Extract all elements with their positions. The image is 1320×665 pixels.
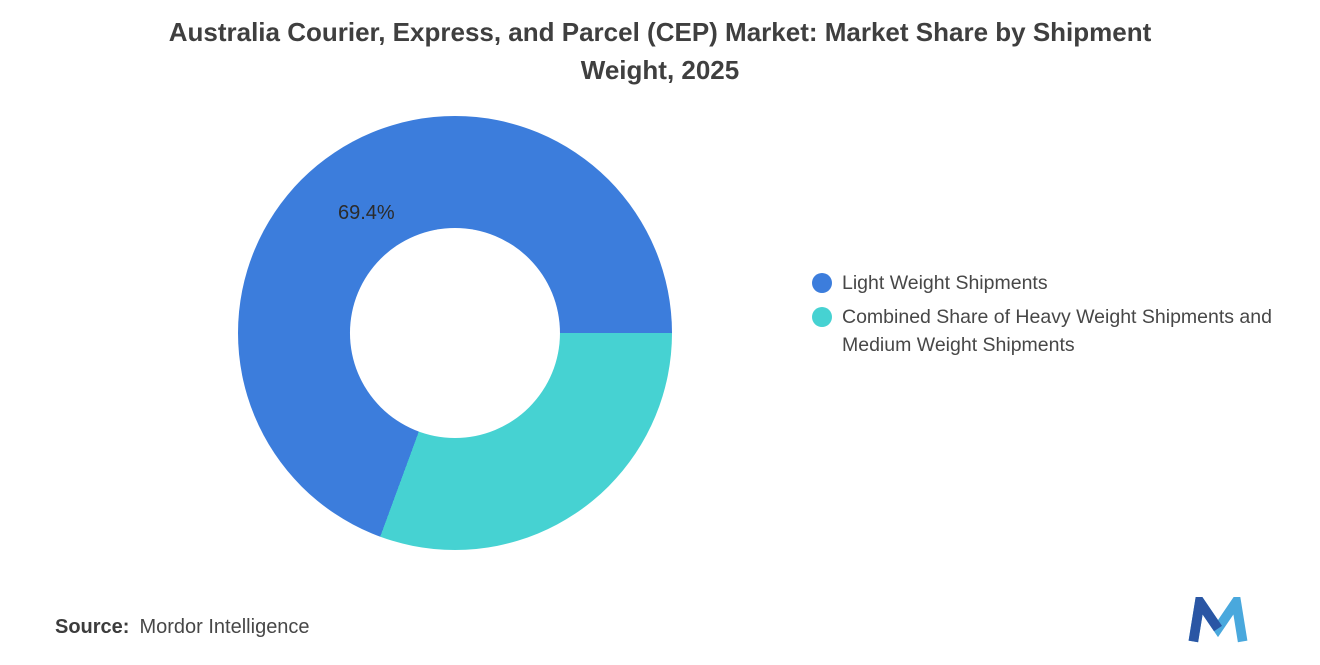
source-row: Source: Mordor Intelligence	[55, 616, 310, 639]
source-label: Source:	[55, 616, 130, 638]
legend-label-combined-heavy-medium: Combined Share of Heavy Weight Shipments…	[842, 306, 1272, 356]
source-value: Mordor Intelligence	[139, 616, 310, 638]
logo-stroke-dark	[1188, 597, 1222, 643]
legend-item-combined-heavy-medium: Combined Share of Heavy Weight Shipments…	[812, 304, 1302, 359]
donut-hole	[349, 227, 561, 439]
legend-item-light-weight: Light Weight Shipments	[812, 270, 1302, 297]
legend-label-light-weight: Light Weight Shipments	[842, 272, 1048, 294]
mordor-intelligence-logo	[1188, 597, 1248, 643]
donut-chart-area: 69.4%	[238, 116, 672, 550]
legend-swatch-combined-heavy-medium	[812, 307, 832, 328]
chart-title: Australia Courier, Express, and Parcel (…	[168, 17, 1152, 85]
chart-legend: Light Weight Shipments Combined Share of…	[812, 270, 1302, 359]
legend-swatch-light-weight	[812, 273, 832, 293]
slice-data-label: 69.4%	[338, 202, 395, 224]
